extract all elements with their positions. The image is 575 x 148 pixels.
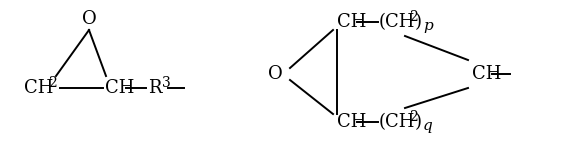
Text: CH: CH: [472, 65, 501, 83]
Text: CH: CH: [337, 13, 366, 31]
Text: 2: 2: [409, 110, 418, 124]
Text: (CH: (CH: [379, 13, 415, 31]
Text: ): ): [415, 113, 422, 131]
Text: CH: CH: [24, 79, 53, 97]
Text: (CH: (CH: [379, 113, 415, 131]
Text: O: O: [82, 10, 97, 28]
Text: ): ): [415, 13, 422, 31]
Text: 3: 3: [162, 76, 171, 90]
Text: CH: CH: [105, 79, 135, 97]
Text: q: q: [423, 119, 433, 133]
Text: 2: 2: [48, 76, 57, 90]
Text: 2: 2: [409, 10, 418, 24]
Text: CH: CH: [337, 113, 366, 131]
Text: p: p: [423, 19, 433, 33]
Text: R: R: [148, 79, 162, 97]
Text: O: O: [269, 65, 283, 83]
